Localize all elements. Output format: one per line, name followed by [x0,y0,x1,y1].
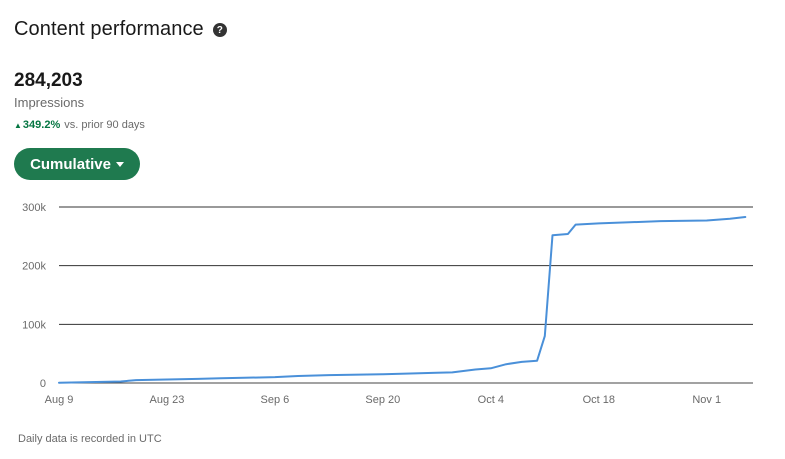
dropdown-label: Cumulative [30,155,111,173]
y-tick-label: 200k [22,261,46,273]
x-tick-label: Sep 20 [365,394,400,406]
cumulative-dropdown-button[interactable]: Cumulative [14,148,140,180]
impressions-label: Impressions [14,95,85,110]
x-tick-label: Aug 9 [45,394,74,406]
y-tick-label: 100k [22,319,46,331]
x-tick-label: Oct 4 [478,394,504,406]
y-tick-label: 0 [40,378,46,390]
change-indicator: ▲ 349.2% vs. prior 90 days [14,119,145,131]
page-title: Content performance [14,18,204,40]
caret-down-icon [115,162,124,167]
footnote: Daily data is recorded in UTC [18,433,162,445]
x-tick-label: Nov 1 [692,394,721,406]
impressions-chart: 0 100k 200k 300k Aug 9 Aug 23 Sep 6 Sep 20 Oct 4… [0,195,785,415]
series-line [58,216,747,384]
header: Content performance ? [14,18,227,41]
impressions-value: 284,203 [14,70,83,91]
change-suffix: vs. prior 90 days [64,119,145,131]
x-tick-label: Sep 6 [261,394,290,406]
x-tick-label: Aug 23 [150,394,185,406]
triangle-up-icon: ▲ [14,120,22,130]
line-chart-svg: 0 100k 200k 300k Aug 9 Aug 23 Sep 6 Sep 20 Oct 4… [22,202,753,406]
x-tick-label: Oct 18 [583,394,615,406]
change-percent: 349.2% [22,119,61,131]
question-circle-icon[interactable]: ? [212,23,227,37]
y-tick-label: 300k [22,202,46,214]
